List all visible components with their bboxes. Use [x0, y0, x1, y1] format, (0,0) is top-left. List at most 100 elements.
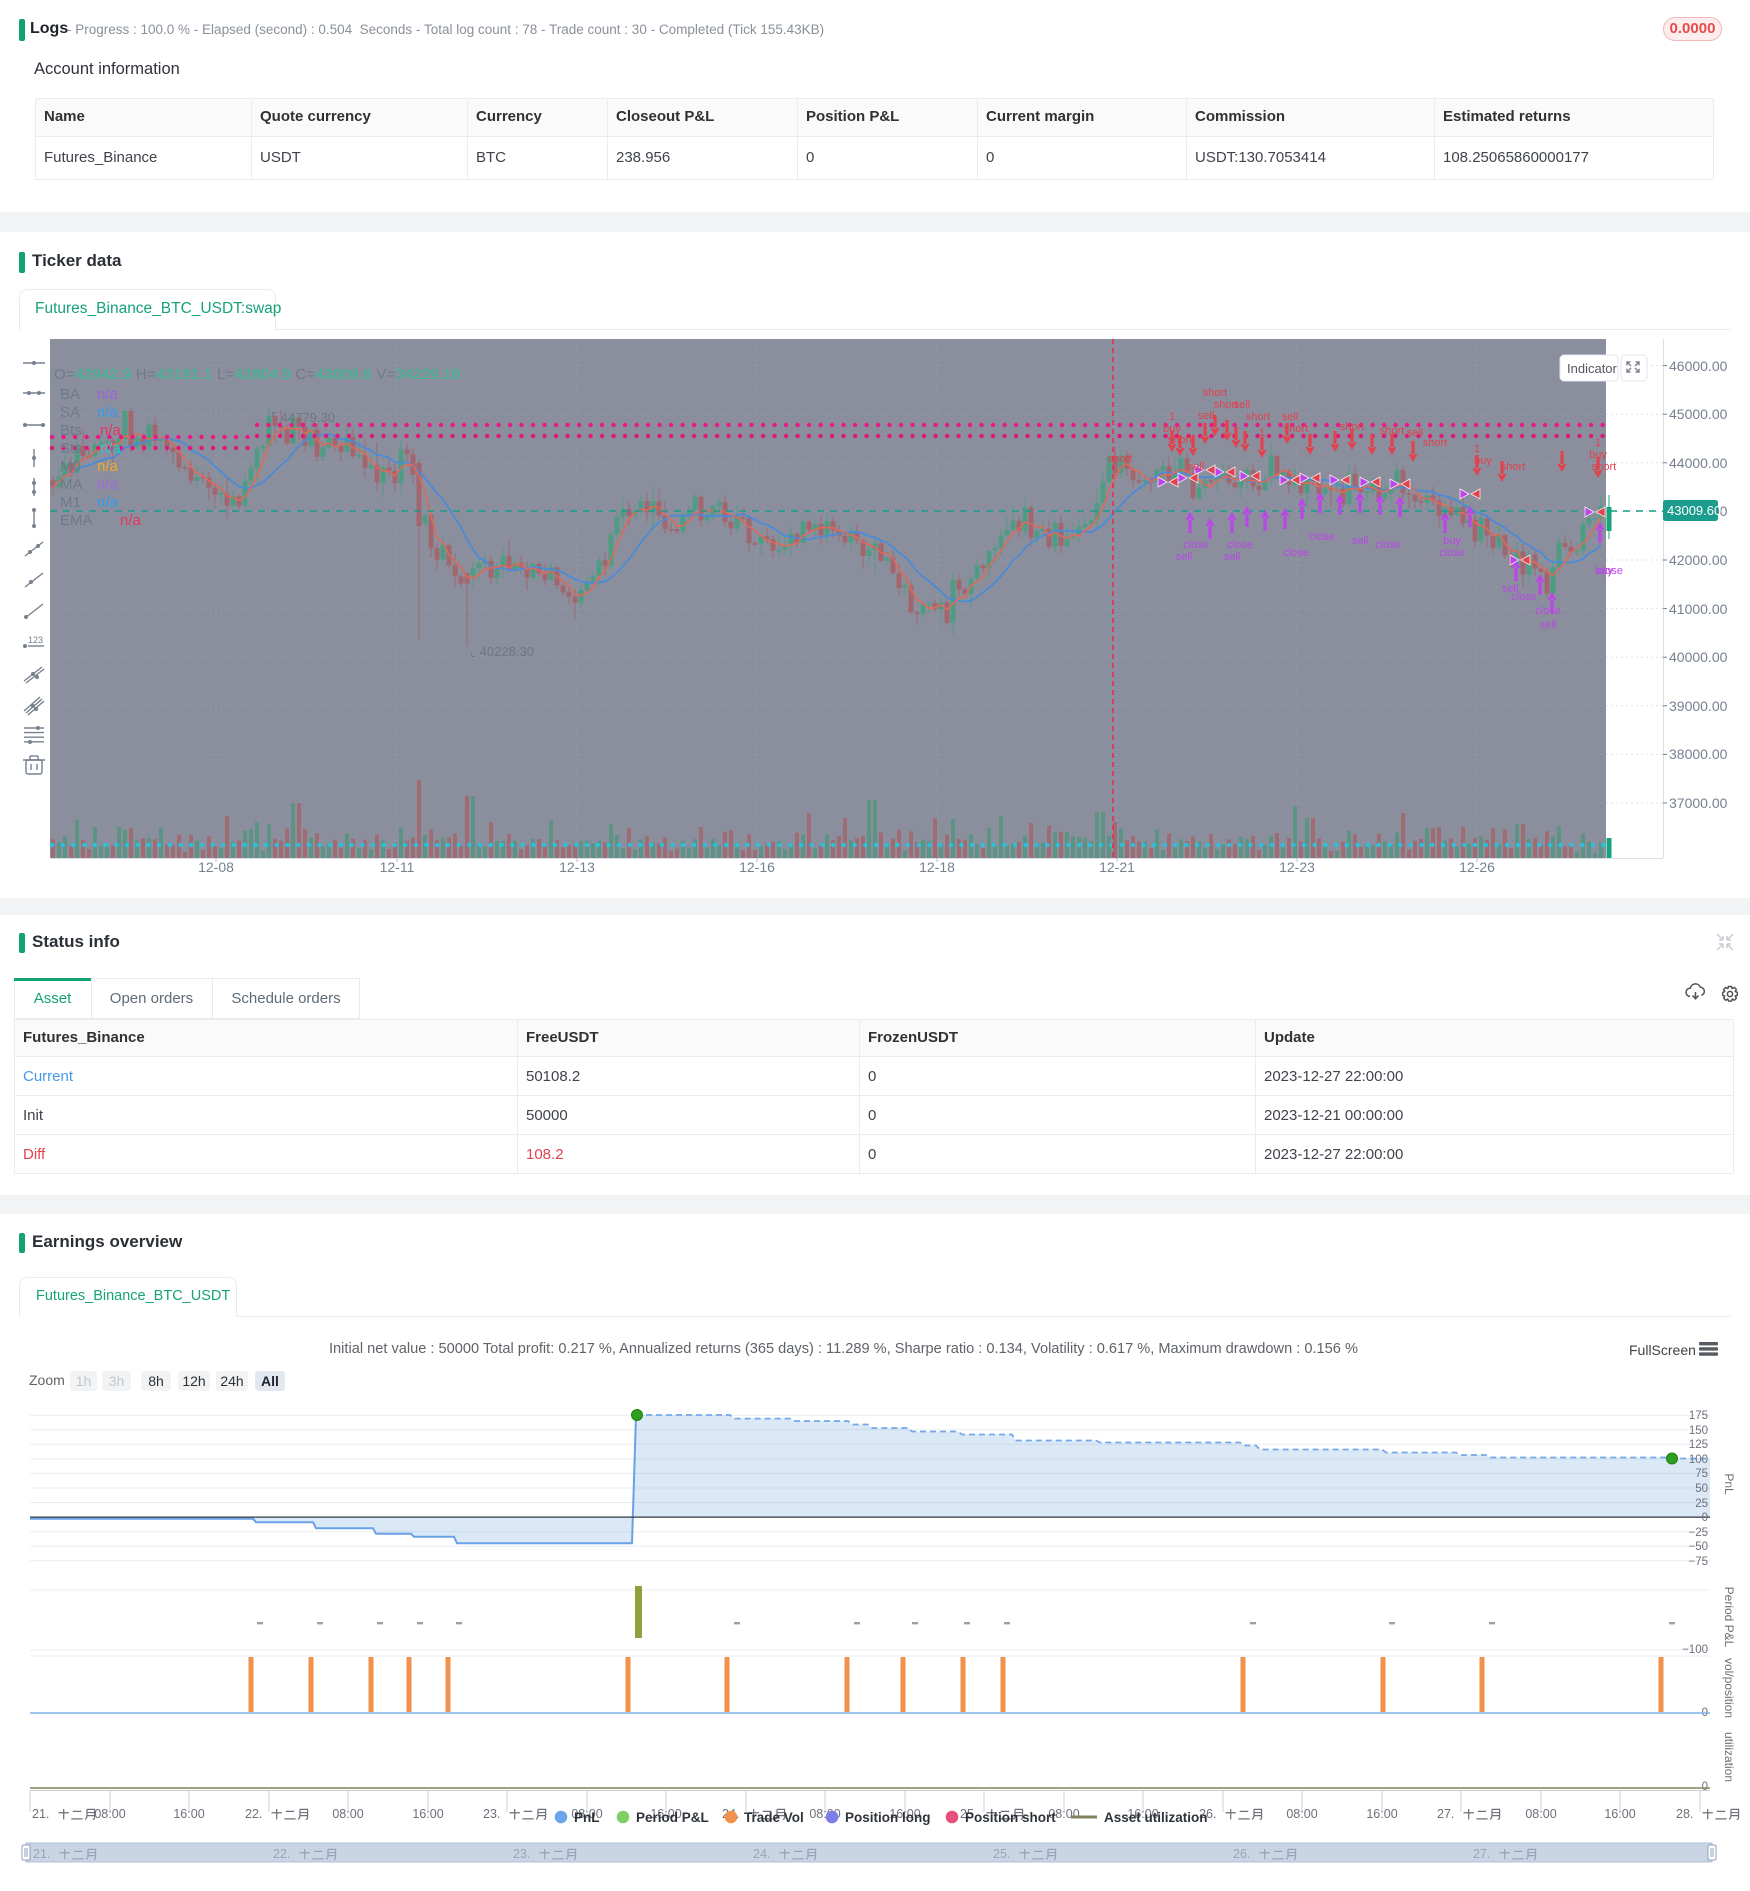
svg-text:12-23: 12-23: [1279, 859, 1315, 875]
svg-text:close: close: [1535, 605, 1561, 617]
svg-text:buy: buy: [1163, 423, 1181, 435]
svg-text:Bts: Bts: [60, 422, 82, 439]
svg-text:175: 175: [1689, 1410, 1708, 1422]
svg-text:PnL: PnL: [1722, 1473, 1736, 1495]
svg-text:27.: 27.: [1437, 1807, 1454, 1821]
svg-text:25.: 25.: [993, 1847, 1010, 1861]
svg-text:⌜ 44779.30: ⌜ 44779.30: [271, 410, 335, 425]
svg-text:Trade Vol: Trade Vol: [744, 1810, 804, 1825]
svg-text:vol/position: vol/position: [1722, 1658, 1736, 1718]
svg-text:sell: sell: [1198, 410, 1215, 422]
svg-text:08:00: 08:00: [94, 1807, 125, 1821]
svg-text:100: 100: [1689, 1454, 1708, 1466]
svg-text:short: short: [1214, 399, 1238, 411]
svg-text:22.: 22.: [273, 1847, 290, 1861]
svg-text:44000.00: 44000.00: [1669, 455, 1728, 471]
svg-text:08:00: 08:00: [332, 1807, 363, 1821]
svg-text:24.: 24.: [753, 1847, 770, 1861]
svg-text:1: 1: [1474, 443, 1480, 455]
svg-text:−50: −50: [1688, 1541, 1708, 1553]
svg-text:O=42942.9 H=43191.1 L=42804.9: O=42942.9 H=43191.1 L=42804.9 C=43009.6 …: [54, 366, 461, 383]
svg-text:08:00: 08:00: [1525, 1807, 1556, 1821]
svg-text:26.: 26.: [1233, 1847, 1250, 1861]
svg-text:⌞ 40228.30: ⌞ 40228.30: [470, 644, 534, 659]
svg-text:Asset utilization: Asset utilization: [1104, 1810, 1208, 1825]
svg-text:close: close: [1439, 547, 1465, 559]
svg-text:short: short: [1423, 437, 1447, 449]
svg-text:28.: 28.: [1676, 1807, 1693, 1821]
svg-text:38000.00: 38000.00: [1669, 746, 1728, 762]
svg-text:sell: sell: [1407, 427, 1424, 439]
svg-text:16:00: 16:00: [412, 1807, 443, 1821]
svg-text:sell: sell: [1352, 535, 1369, 547]
svg-text:37000.00: 37000.00: [1669, 795, 1728, 811]
svg-text:n/a: n/a: [97, 404, 119, 421]
svg-text:Period P&L: Period P&L: [636, 1810, 709, 1825]
svg-text:buy: buy: [1474, 455, 1492, 467]
svg-text:close: close: [1309, 531, 1335, 543]
svg-text:n/a: n/a: [97, 494, 119, 511]
svg-text:sell: sell: [1176, 551, 1193, 563]
svg-text:12-26: 12-26: [1459, 859, 1495, 875]
svg-text:−100: −100: [1682, 1644, 1708, 1656]
svg-text:1: 1: [1259, 427, 1265, 439]
svg-text:short: short: [1340, 421, 1364, 433]
svg-text:sell: sell: [1540, 619, 1557, 631]
svg-text:short: short: [1501, 461, 1525, 473]
svg-text:1: 1: [1169, 411, 1175, 423]
svg-text:23.: 23.: [483, 1807, 500, 1821]
svg-text:buy: buy: [1443, 535, 1461, 547]
svg-text:21.: 21.: [33, 1847, 50, 1861]
svg-text:39000.00: 39000.00: [1669, 698, 1728, 714]
svg-text:sell: sell: [1234, 399, 1251, 411]
svg-text:08:00: 08:00: [1286, 1807, 1317, 1821]
svg-text:25.: 25.: [960, 1807, 977, 1821]
svg-text:close: close: [1597, 565, 1623, 577]
svg-text:short: short: [1246, 411, 1270, 423]
svg-text:43009.60: 43009.60: [1667, 503, 1721, 518]
svg-text:125: 125: [1689, 1439, 1708, 1451]
svg-text:16:00: 16:00: [173, 1807, 204, 1821]
svg-text:BA: BA: [60, 386, 80, 403]
svg-text:sell: sell: [1282, 411, 1299, 423]
svg-text:n/a: n/a: [97, 386, 119, 403]
svg-text:short: short: [1380, 425, 1404, 437]
svg-text:close: close: [1511, 591, 1537, 603]
svg-text:close: close: [1183, 539, 1209, 551]
svg-text:−75: −75: [1688, 1556, 1708, 1568]
svg-text:short: short: [1284, 423, 1308, 435]
svg-text:16:00: 16:00: [889, 1807, 920, 1821]
svg-text:23.: 23.: [513, 1847, 530, 1861]
svg-text:M0: M0: [60, 458, 81, 475]
svg-text:n/a: n/a: [97, 476, 119, 493]
svg-text:PnL: PnL: [574, 1810, 600, 1825]
svg-text:buy: buy: [1595, 565, 1613, 577]
svg-text:close: close: [1375, 539, 1401, 551]
svg-text:MA: MA: [60, 476, 83, 493]
svg-text:22.: 22.: [245, 1807, 262, 1821]
svg-text:sell: sell: [1502, 583, 1519, 595]
svg-text:16:00: 16:00: [1604, 1807, 1635, 1821]
svg-text:12-18: 12-18: [919, 859, 955, 875]
svg-text:n/a: n/a: [97, 458, 119, 475]
svg-text:M1: M1: [60, 494, 81, 511]
svg-text:−25: −25: [1688, 1527, 1708, 1539]
svg-text:short: short: [1203, 387, 1227, 399]
svg-text:Position long: Position long: [845, 1810, 931, 1825]
svg-text:50: 50: [1695, 1483, 1708, 1495]
svg-text:short: short: [1168, 434, 1192, 446]
svg-text:utilization: utilization: [1722, 1732, 1736, 1782]
svg-text:1: 1: [1595, 437, 1601, 449]
svg-text:Position short: Position short: [965, 1810, 1056, 1825]
svg-text:08:00: 08:00: [571, 1807, 602, 1821]
svg-text:buy: buy: [1589, 449, 1607, 461]
svg-text:16:00: 16:00: [1127, 1807, 1158, 1821]
svg-text:46000.00: 46000.00: [1669, 358, 1728, 374]
svg-text:0: 0: [1702, 1781, 1708, 1793]
svg-text:close: close: [1283, 547, 1309, 559]
svg-text:45000.00: 45000.00: [1669, 406, 1728, 422]
svg-text:12-21: 12-21: [1099, 859, 1135, 875]
svg-text:16:00: 16:00: [1366, 1807, 1397, 1821]
svg-text:Period P&L: Period P&L: [1722, 1587, 1736, 1648]
svg-text:41000.00: 41000.00: [1669, 601, 1728, 617]
